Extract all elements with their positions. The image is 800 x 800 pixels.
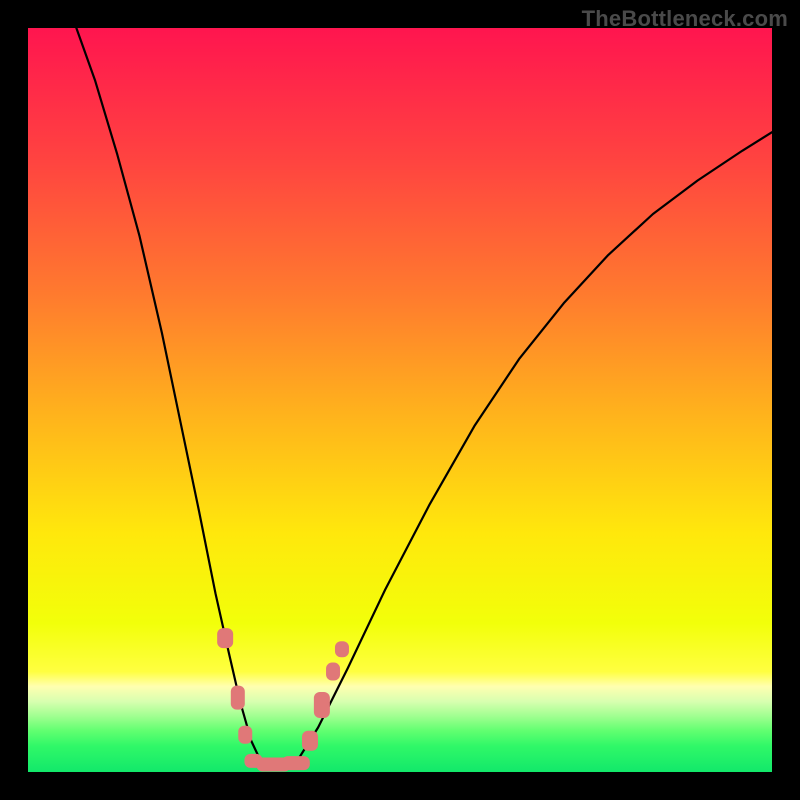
curve-marker (302, 731, 318, 751)
chart-canvas: TheBottleneck.com (0, 0, 800, 800)
curve-marker (231, 686, 245, 710)
curve-marker (238, 726, 252, 744)
curve-marker (282, 756, 310, 770)
curve-marker (326, 663, 340, 681)
curve-marker (314, 692, 330, 718)
curve-marker (335, 641, 349, 657)
plot-background (28, 28, 772, 772)
watermark-text: TheBottleneck.com (582, 6, 788, 32)
chart-svg (0, 0, 800, 800)
curve-marker (217, 628, 233, 648)
